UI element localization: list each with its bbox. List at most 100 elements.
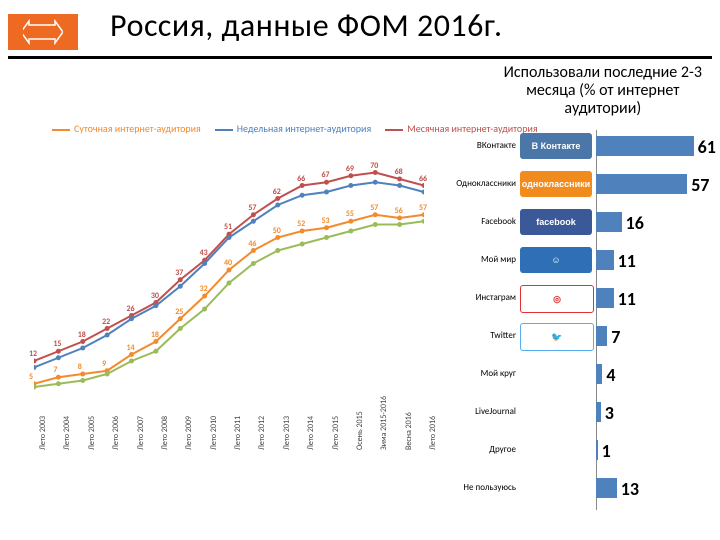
bar-value: 11 bbox=[618, 250, 636, 272]
bar-row: Мой круг4 bbox=[440, 358, 712, 392]
bar-value: 7 bbox=[611, 326, 620, 348]
x-tick-label: Лето 2009 bbox=[184, 416, 194, 450]
bar-row: Twitter🐦7 bbox=[440, 320, 712, 354]
line-chart: Лето 2003 Лето 2004 Лето 2005 Лето 2006 Лето… bbox=[34, 140, 424, 450]
value-label: 30 bbox=[151, 291, 159, 301]
value-label: 43 bbox=[200, 248, 208, 258]
bar-label: LiveJournal bbox=[436, 406, 516, 417]
bar bbox=[596, 440, 598, 460]
value-label: 14 bbox=[127, 343, 135, 353]
network-icon: ☺ bbox=[520, 247, 592, 273]
x-tick-label: Лето 2011 bbox=[233, 416, 243, 450]
value-label: 12 bbox=[29, 349, 37, 359]
value-label: 57 bbox=[370, 203, 378, 213]
network-icon: ◎ bbox=[520, 285, 594, 313]
value-label: 66 bbox=[419, 174, 427, 184]
bar bbox=[596, 174, 687, 194]
network-icon: В Контакте bbox=[520, 133, 592, 159]
value-label: 62 bbox=[273, 187, 281, 197]
value-label: 69 bbox=[346, 164, 354, 174]
x-tick-label: Лето 2005 bbox=[87, 416, 97, 450]
value-label: 57 bbox=[419, 203, 427, 213]
x-tick-label: Осень 2015 bbox=[355, 411, 365, 450]
value-label: 70 bbox=[370, 161, 378, 171]
bar-value: 1 bbox=[602, 440, 611, 462]
title-underline bbox=[8, 56, 712, 59]
value-label: 37 bbox=[175, 268, 183, 278]
subtitle: Использовали последние 2-3 месяца (% от … bbox=[504, 64, 702, 118]
bar-value: 13 bbox=[621, 478, 639, 500]
legend-item: Недельная интернет-аудитория bbox=[215, 122, 371, 135]
slide-badge bbox=[8, 14, 78, 50]
x-tick-label: Зима 2015-2016 bbox=[379, 396, 389, 450]
x-tick-label: Лето 2003 bbox=[38, 416, 48, 450]
value-label: 40 bbox=[224, 258, 232, 268]
bar-value: 61 bbox=[698, 136, 716, 158]
value-label: 22 bbox=[102, 317, 110, 327]
slide-title: Россия, данные ФОМ 2016г. bbox=[110, 6, 503, 45]
bar-label: Инстаграм bbox=[436, 292, 516, 303]
bar bbox=[596, 288, 614, 308]
value-label: 8 bbox=[78, 362, 82, 372]
bar-value: 3 bbox=[605, 402, 614, 424]
bar-value: 11 bbox=[618, 288, 636, 310]
bar-value: 16 bbox=[626, 212, 644, 234]
value-label: 67 bbox=[322, 170, 330, 180]
value-label: 18 bbox=[151, 330, 159, 340]
value-label: 66 bbox=[297, 174, 305, 184]
value-label: 56 bbox=[395, 206, 403, 216]
bar-row: Инстаграм◎11 bbox=[440, 282, 712, 316]
bar-label: Одноклассники bbox=[436, 178, 516, 189]
x-tick-label: Лето 2012 bbox=[257, 416, 267, 450]
x-tick-label: Лето 2004 bbox=[62, 416, 72, 450]
x-tick-label: Лето 2006 bbox=[111, 416, 121, 450]
x-tick-label: Весна 2016 bbox=[404, 412, 414, 450]
bar bbox=[596, 212, 622, 232]
bar-label: Facebook bbox=[436, 216, 516, 227]
value-label: 25 bbox=[175, 307, 183, 317]
bar bbox=[596, 136, 694, 156]
bar bbox=[596, 478, 617, 498]
bar-value: 4 bbox=[606, 364, 615, 386]
value-label: 53 bbox=[322, 216, 330, 226]
value-label: 18 bbox=[78, 330, 86, 340]
network-icon: 🐦 bbox=[520, 323, 594, 351]
x-tick-label: Лето 2008 bbox=[160, 416, 170, 450]
value-label: 52 bbox=[297, 219, 305, 229]
bar bbox=[596, 364, 602, 384]
value-label: 15 bbox=[53, 339, 61, 349]
bar bbox=[596, 402, 601, 422]
bar-row: Другое1 bbox=[440, 434, 712, 468]
x-tick-label: Лето 2015 bbox=[331, 416, 341, 450]
value-label: 26 bbox=[127, 304, 135, 314]
value-label: 50 bbox=[273, 226, 281, 236]
value-label: 5 bbox=[29, 372, 33, 382]
bar-label: ВКонтакте bbox=[436, 140, 516, 151]
value-label: 55 bbox=[346, 209, 354, 219]
bar bbox=[596, 250, 614, 270]
bar bbox=[596, 326, 607, 346]
bar-row: Facebookfacebook16 bbox=[440, 206, 712, 240]
network-icon: facebook bbox=[520, 209, 592, 235]
bar-row: Одноклассникиодноклассники57 bbox=[440, 168, 712, 202]
bar-row: Не пользуюсь13 bbox=[440, 472, 712, 506]
bar-label: Другое bbox=[436, 444, 516, 455]
bar-row: Мой мир☺11 bbox=[440, 244, 712, 278]
network-icon: одноклассники bbox=[520, 171, 592, 197]
x-tick-label: Лето 2013 bbox=[282, 416, 292, 450]
value-label: 9 bbox=[102, 359, 106, 369]
bar-value: 57 bbox=[691, 174, 709, 196]
bar-row: ВКонтактеВ Контакте61 bbox=[440, 130, 712, 164]
bar-label: Мой круг bbox=[436, 368, 516, 379]
value-label: 32 bbox=[200, 284, 208, 294]
bar-label: Twitter bbox=[436, 330, 516, 341]
x-tick-label: Лето 2014 bbox=[306, 416, 316, 450]
x-tick-label: Лето 2010 bbox=[209, 416, 219, 450]
value-label: 57 bbox=[248, 203, 256, 213]
bar-chart: ВКонтактеВ Контакте61Одноклассникиоднокл… bbox=[440, 130, 712, 510]
value-label: 46 bbox=[248, 239, 256, 249]
value-label: 7 bbox=[53, 365, 57, 375]
bar-label: Мой мир bbox=[436, 254, 516, 265]
legend-item: Суточная интернет-аудитория bbox=[52, 122, 201, 135]
value-label: 51 bbox=[224, 222, 232, 232]
